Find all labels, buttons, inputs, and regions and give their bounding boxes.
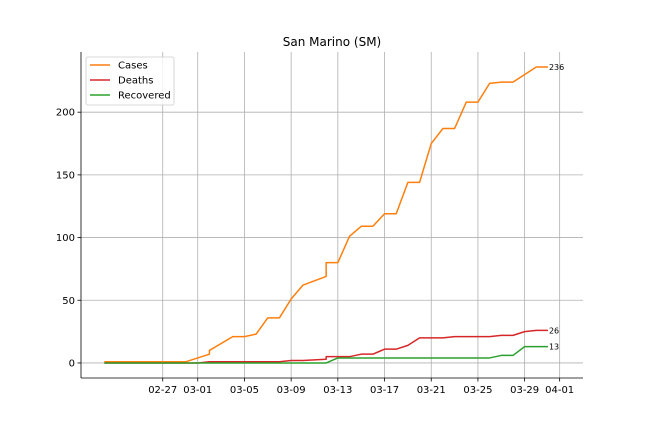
x-tick-label: 03-17 xyxy=(370,385,399,396)
series-line-deaths xyxy=(104,329,548,364)
legend-box xyxy=(85,56,175,106)
end-labels: 236 26 13 xyxy=(549,63,564,352)
axes xyxy=(80,52,583,379)
x-tick-label: 03-01 xyxy=(183,385,212,396)
legend-label-cases: Cases xyxy=(118,61,148,72)
end-label-recovered: 13 xyxy=(549,343,559,352)
y-tick-label: 100 xyxy=(56,233,75,244)
x-tick-label: 03-13 xyxy=(323,385,352,396)
legend: Cases Deaths Recovered xyxy=(85,56,175,106)
y-tick-label: 200 xyxy=(56,108,75,119)
y-ticks: 0 50 100 150 200 xyxy=(56,108,81,369)
y-tick-label: 0 xyxy=(69,358,75,369)
series-line-recovered xyxy=(104,345,548,364)
series-lines xyxy=(104,66,548,364)
x-tick-label: 03-05 xyxy=(230,385,259,396)
series-line-cases xyxy=(104,66,548,363)
end-label-cases: 236 xyxy=(549,63,564,72)
chart-title: San Marino (SM) xyxy=(283,35,381,49)
x-ticks: 02-27 03-01 03-05 03-09 03-13 03-17 03-21 03-25… xyxy=(148,378,574,396)
legend-label-recovered: Recovered xyxy=(118,91,171,102)
legend-label-deaths: Deaths xyxy=(118,76,153,87)
x-tick-label: 03-25 xyxy=(463,385,492,396)
y-tick-label: 50 xyxy=(62,296,75,307)
end-label-deaths: 26 xyxy=(549,326,559,335)
x-tick-label: 02-27 xyxy=(148,385,177,396)
y-tick-label: 150 xyxy=(56,170,75,181)
x-tick-label: 03-21 xyxy=(417,385,446,396)
x-tick-label: 03-09 xyxy=(277,385,306,396)
x-tick-label: 03-29 xyxy=(510,385,539,396)
x-tick-label: 04-01 xyxy=(545,385,574,396)
